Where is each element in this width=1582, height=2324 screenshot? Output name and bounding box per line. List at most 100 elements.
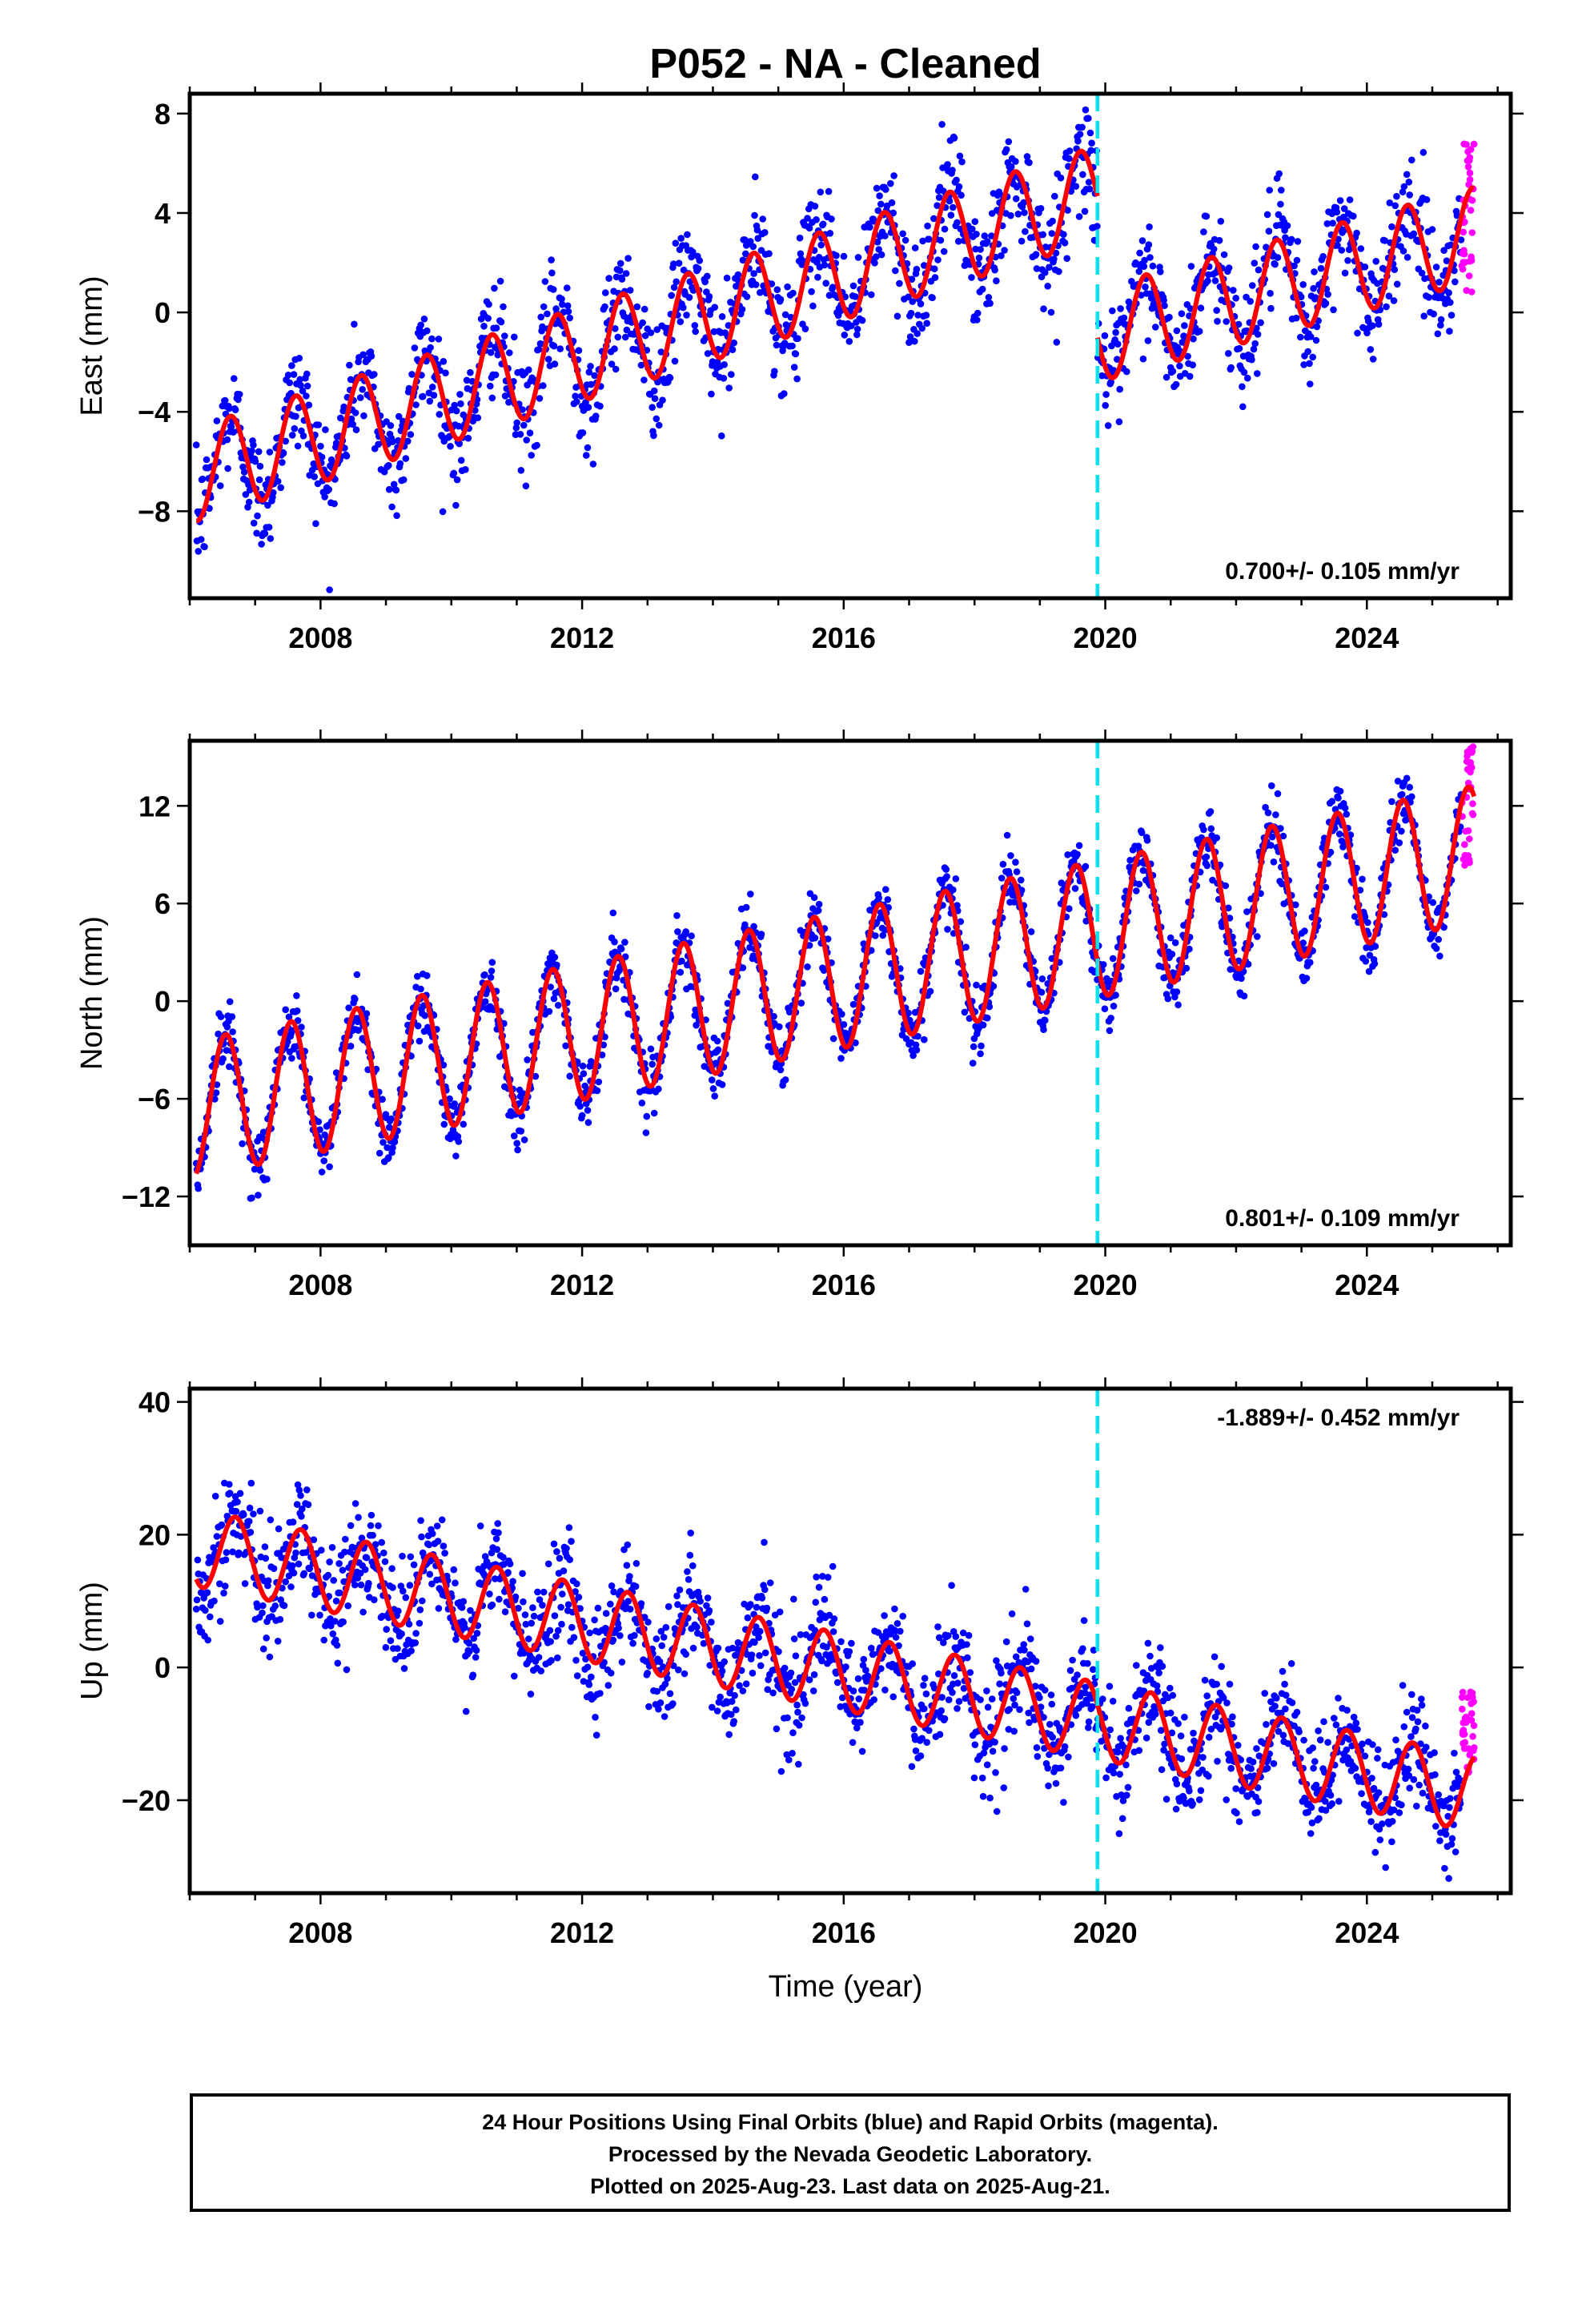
final-orbit-point	[784, 1714, 791, 1722]
final-orbit-point	[363, 1554, 371, 1562]
final-orbit-point	[495, 1529, 502, 1537]
final-orbit-point	[1235, 320, 1243, 328]
final-orbit-point	[840, 1021, 848, 1028]
final-orbit-point	[645, 1703, 652, 1711]
final-orbit-point	[944, 161, 951, 168]
final-orbit-point	[584, 1107, 592, 1114]
final-orbit-point	[1366, 951, 1374, 959]
final-orbit-point	[450, 1566, 458, 1574]
final-orbit-point	[764, 1686, 772, 1693]
final-orbit-point	[1277, 200, 1284, 208]
final-orbit-point	[454, 1132, 462, 1140]
final-orbit-point	[298, 1513, 305, 1520]
final-orbit-point	[620, 1546, 628, 1554]
final-orbit-point	[303, 1486, 311, 1494]
final-orbit-point	[1312, 336, 1320, 344]
final-orbit-point	[520, 1136, 528, 1144]
final-orbit-point	[750, 923, 757, 931]
final-orbit-point	[677, 968, 685, 976]
final-orbit-point	[713, 1707, 721, 1715]
final-orbit-point	[1001, 247, 1008, 254]
final-orbit-point	[1171, 939, 1179, 947]
final-orbit-point	[913, 330, 921, 337]
final-orbit-point	[662, 1623, 670, 1631]
final-orbit-point	[861, 1687, 868, 1694]
final-orbit-point	[491, 284, 498, 292]
final-orbit-point	[882, 186, 889, 193]
final-orbit-point	[255, 476, 263, 484]
final-orbit-point	[1136, 249, 1143, 257]
rapid-orbit-point	[1463, 141, 1470, 148]
final-orbit-point	[601, 1033, 608, 1041]
final-orbit-point	[1278, 187, 1285, 194]
final-orbit-point	[371, 1541, 379, 1548]
final-orbit-point	[492, 1535, 500, 1542]
final-orbit-point	[330, 1577, 338, 1584]
final-orbit-point	[750, 270, 757, 277]
final-orbit-point	[480, 323, 488, 330]
final-orbit-point	[586, 1629, 593, 1637]
final-orbit-point	[632, 1560, 640, 1567]
final-orbit-point	[492, 371, 500, 379]
final-orbit-point	[303, 382, 311, 390]
final-orbit-point	[955, 183, 963, 191]
final-orbit-point	[1230, 287, 1237, 294]
final-orbit-point	[907, 309, 915, 317]
final-orbit-point	[1139, 355, 1147, 363]
final-orbit-point	[315, 1118, 323, 1125]
final-orbit-point	[1178, 310, 1186, 318]
final-orbit-point	[583, 452, 590, 459]
final-orbit-point	[306, 1565, 314, 1573]
final-orbit-point	[536, 395, 544, 402]
rapid-orbit-point	[1460, 228, 1467, 236]
final-orbit-point	[1267, 304, 1275, 312]
final-orbit-point	[1039, 231, 1046, 239]
final-orbit-point	[456, 440, 463, 448]
final-orbit-point	[324, 1571, 332, 1579]
final-orbit-point	[1388, 223, 1395, 231]
final-orbit-point	[435, 1605, 443, 1612]
final-orbit-point	[1437, 321, 1444, 329]
final-orbit-point	[819, 1573, 826, 1580]
final-orbit-point	[407, 431, 415, 438]
final-orbit-point	[1292, 901, 1299, 909]
final-orbit-point	[1107, 1015, 1114, 1022]
final-orbit-point	[264, 1582, 271, 1590]
final-orbit-point	[974, 309, 982, 317]
final-orbit-point	[790, 364, 798, 371]
final-orbit-point	[267, 535, 275, 542]
rapid-orbit-point	[1467, 768, 1474, 776]
final-orbit-point	[648, 404, 656, 411]
final-orbit-point	[595, 1078, 603, 1086]
final-orbit-point	[1018, 237, 1026, 245]
final-orbit-point	[400, 1587, 407, 1595]
x-tick-label: 2016	[812, 1269, 876, 1301]
final-orbit-point	[664, 1675, 671, 1683]
final-orbit-point	[705, 293, 713, 300]
final-orbit-point	[998, 252, 1005, 259]
final-orbit-point	[1381, 237, 1389, 244]
final-orbit-point	[1085, 115, 1092, 122]
final-orbit-point	[393, 512, 400, 520]
final-orbit-point	[1340, 205, 1348, 212]
final-orbit-point	[944, 926, 951, 933]
final-orbit-point	[688, 932, 695, 939]
final-orbit-point	[848, 322, 855, 330]
final-orbit-point	[537, 313, 544, 321]
final-orbit-point	[1186, 945, 1193, 953]
final-orbit-point	[240, 468, 248, 476]
final-orbit-point	[1361, 263, 1369, 271]
final-orbit-point	[1239, 403, 1247, 411]
final-orbit-point	[773, 1725, 781, 1733]
final-orbit-point	[352, 426, 360, 433]
final-orbit-point	[259, 1645, 267, 1653]
final-orbit-point	[671, 357, 679, 365]
final-orbit-point	[226, 404, 233, 412]
final-orbit-point	[218, 1521, 226, 1529]
final-orbit-point	[1447, 299, 1454, 307]
final-orbit-point	[1225, 264, 1233, 271]
final-orbit-point	[548, 1657, 555, 1664]
final-orbit-point	[1075, 213, 1083, 220]
final-orbit-point	[416, 1037, 424, 1045]
final-orbit-point	[749, 952, 757, 959]
